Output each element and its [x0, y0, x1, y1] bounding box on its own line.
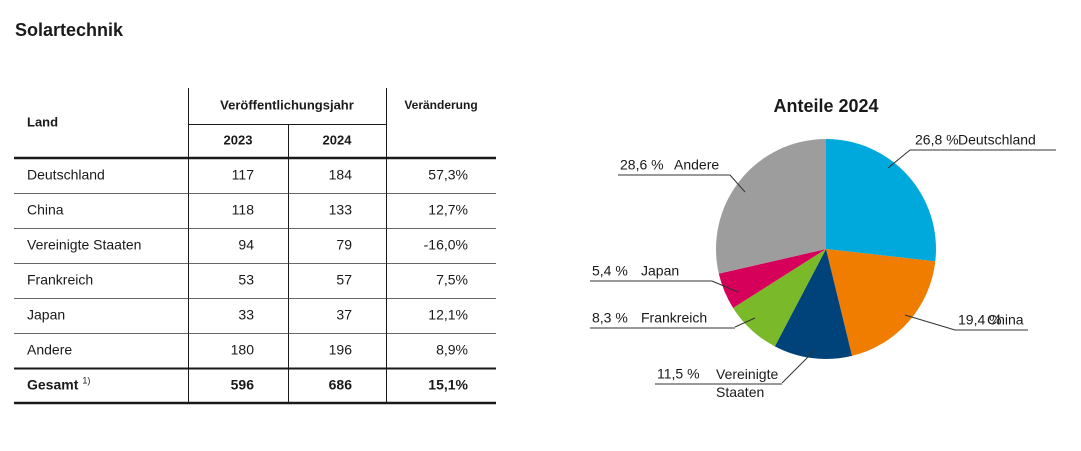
- row-label: Vereinigte Staaten: [27, 237, 141, 253]
- footnote: 1): [82, 375, 90, 385]
- leader-line: [711, 280, 739, 293]
- row-label: Japan: [27, 307, 65, 323]
- pie-slice: [826, 249, 936, 356]
- cell: 53: [238, 272, 254, 288]
- leader-line: [887, 149, 911, 169]
- category-label: Andere: [674, 157, 719, 173]
- cell: 94: [238, 237, 254, 253]
- leader-line: [734, 317, 756, 328]
- cell: 12,7%: [428, 202, 468, 218]
- row-label: Frankreich: [27, 272, 93, 288]
- pie-slice: [716, 139, 826, 274]
- cell: 57: [336, 272, 352, 288]
- cell: 33: [238, 307, 254, 323]
- cell: 180: [231, 342, 255, 358]
- chart-title: Anteile 2024: [773, 96, 878, 116]
- cell: 117: [232, 167, 255, 183]
- table-rules: [14, 88, 496, 405]
- value-label: 26,8 %: [915, 132, 959, 148]
- cell: 57,3%: [428, 167, 468, 183]
- cell: 196: [329, 342, 353, 358]
- cell: 8,9%: [436, 342, 468, 358]
- leader-line: [781, 349, 816, 384]
- cell: -16,0%: [424, 237, 468, 253]
- category-label: Vereinigte Staaten: [716, 366, 778, 400]
- pie-slice: [826, 139, 936, 262]
- row-label: China: [27, 202, 64, 218]
- header-change: Veränderung: [404, 98, 477, 112]
- header-land: Land: [27, 114, 58, 129]
- total-cell: 596: [231, 377, 255, 393]
- leader-line: [729, 174, 746, 193]
- category-label: China: [987, 312, 1024, 328]
- cell: 7,5%: [436, 272, 468, 288]
- row-label: Andere: [27, 342, 72, 358]
- cell: 37: [336, 307, 352, 323]
- value-label: 5,4 %: [592, 263, 628, 279]
- cell: 79: [336, 237, 352, 253]
- cell: 12,1%: [428, 307, 468, 323]
- cell: 133: [329, 202, 353, 218]
- total-cell: 686: [329, 377, 353, 393]
- total-cell: 15,1%: [428, 377, 468, 393]
- value-label: 19,4 %: [958, 312, 1002, 328]
- cell: 184: [329, 167, 353, 183]
- value-label: 28,6 %: [620, 157, 664, 173]
- category-label: Frankreich: [641, 310, 707, 326]
- cell: 118: [232, 202, 255, 218]
- row-label: Deutschland: [27, 167, 105, 183]
- value-label: 11,5 %: [657, 366, 700, 382]
- leader-line: [904, 314, 956, 331]
- page-title: Solartechnik: [15, 20, 124, 40]
- total-label: Gesamt: [27, 377, 79, 393]
- pie-slice: [774, 249, 853, 359]
- header-group: Veröffentlichungsjahr: [220, 97, 354, 112]
- pie-slice: [733, 249, 826, 347]
- value-label: 8,3 %: [592, 310, 628, 326]
- pie-slice: [718, 249, 826, 308]
- header-year: 2024: [323, 132, 353, 147]
- category-label: Japan: [641, 263, 679, 279]
- category-label: Deutschland: [958, 132, 1036, 148]
- header-year: 2023: [224, 132, 253, 147]
